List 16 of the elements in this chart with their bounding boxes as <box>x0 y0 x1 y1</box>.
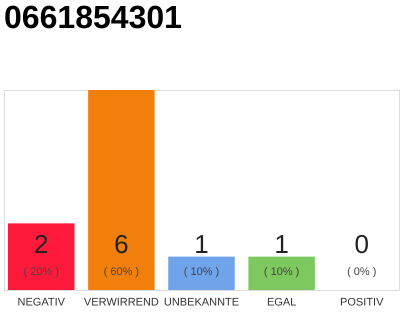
data-label: 6 <box>114 229 129 259</box>
annotation: ( 10% ) <box>264 266 300 278</box>
data-label: 1 <box>274 229 289 259</box>
data-label: 2 <box>34 229 48 259</box>
x-tick-label: UNBEKANNTE <box>164 296 240 308</box>
annotation: ( 20% ) <box>24 266 59 278</box>
x-tick-label: NEGATIV <box>18 296 66 308</box>
x-tick-label: POSITIV <box>340 296 384 308</box>
data-label: 0 <box>354 229 369 259</box>
data-label: 1 <box>194 229 209 259</box>
chart-title: 0661854301 <box>4 0 182 35</box>
annotation: ( 60% ) <box>104 266 140 278</box>
annotation: ( 0% ) <box>347 266 376 278</box>
x-tick-label: EGAL <box>266 296 296 308</box>
annotation: ( 10% ) <box>184 266 220 278</box>
x-tick-label: VERWIRREND <box>84 296 159 308</box>
